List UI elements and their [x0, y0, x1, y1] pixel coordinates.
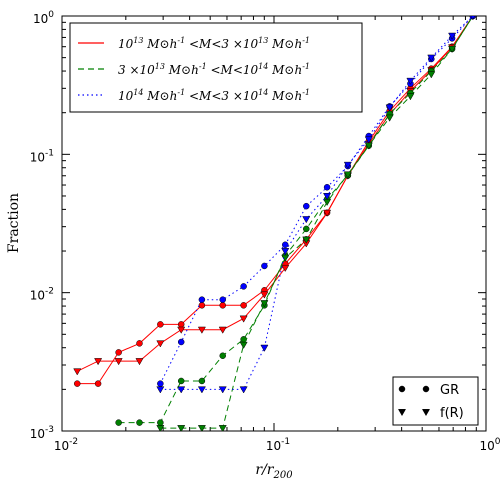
data-point [219, 352, 226, 359]
data-point [73, 380, 81, 387]
data-point [157, 380, 164, 387]
data-point [260, 344, 269, 352]
data-point [303, 225, 310, 233]
data-point [302, 216, 311, 224]
legend-marker-swatch [422, 385, 430, 393]
data-point [240, 302, 247, 309]
series-high-fr [156, 16, 476, 394]
data-point [239, 341, 248, 349]
data-point [385, 114, 394, 122]
y-tick-label: 10-1 [30, 148, 54, 164]
legend-marker-swatch [398, 385, 406, 393]
legend-markers: GR f(R) [392, 376, 479, 426]
y-axis-label: Fraction [6, 193, 22, 253]
data-point [406, 77, 415, 85]
data-point [323, 209, 332, 217]
data-point [240, 283, 247, 290]
data-point [218, 326, 227, 334]
data-point [198, 302, 206, 309]
legend-line-label: 3 ×1013 M⊙h-1 <M<1014 M⊙h-1 [118, 62, 310, 77]
data-point [157, 321, 164, 328]
legend-marker-swatch [421, 409, 431, 417]
data-point [302, 236, 311, 244]
x-tick-label: 100 [479, 437, 500, 453]
data-point [156, 340, 165, 348]
data-point [323, 193, 332, 201]
data-point [303, 202, 310, 210]
legend-markers-box [392, 376, 479, 426]
data-point [177, 425, 186, 431]
data-point [115, 419, 122, 426]
data-point [261, 262, 268, 270]
series-layer [73, 16, 477, 431]
data-point [343, 171, 352, 179]
data-point [218, 386, 227, 394]
data-point [448, 32, 457, 40]
data-point [177, 377, 185, 385]
data-point [219, 296, 226, 303]
data-point [406, 93, 415, 101]
axis-ticks [61, 16, 486, 432]
data-point [218, 425, 227, 431]
legend-marker-label: f(R) [440, 406, 464, 421]
data-point [219, 302, 226, 309]
data-point [156, 425, 165, 431]
legend-lines: 1013 M⊙h-1 <M<3 ×1013 M⊙h-1 3 ×1013 M⊙h-1… [69, 22, 363, 113]
y-tick-label: 100 [33, 10, 54, 26]
series-line [160, 16, 474, 429]
data-point [177, 386, 186, 394]
data-point [136, 419, 143, 426]
data-point [427, 54, 436, 62]
data-point [135, 358, 144, 366]
data-point [448, 45, 457, 53]
data-point [427, 71, 436, 79]
data-point [260, 291, 269, 299]
legend-marker-label: GR [440, 383, 459, 398]
series-line [118, 16, 474, 424]
data-point [198, 377, 206, 385]
y-tick-label: 10-2 [30, 287, 54, 303]
data-point [239, 315, 248, 323]
data-point [364, 136, 373, 144]
data-point [197, 386, 206, 394]
data-point [281, 248, 290, 256]
legend-lines-box [69, 22, 363, 113]
data-point [282, 241, 289, 249]
data-point [343, 161, 352, 169]
data-point [177, 326, 186, 334]
x-tick-label: 10-1 [266, 437, 290, 453]
series-line [159, 16, 474, 384]
data-point [94, 358, 103, 366]
data-point [239, 386, 248, 394]
data-point [198, 296, 206, 303]
data-point [177, 338, 185, 346]
data-point [136, 340, 143, 347]
data-point [281, 264, 290, 273]
series-line [77, 16, 474, 385]
data-point [177, 321, 185, 328]
data-point [385, 104, 394, 112]
data-point [156, 386, 165, 394]
x-tick-label: 10-2 [54, 437, 78, 453]
data-point [323, 184, 331, 191]
legend-line-label: 1014 M⊙h-1 <M<3 ×1014 M⊙h-1 [118, 88, 310, 103]
data-point [197, 425, 206, 431]
data-point [73, 368, 82, 376]
x-axis-label: r/r200 [255, 462, 293, 481]
legend-marker-swatch [397, 409, 407, 417]
data-point [114, 358, 123, 366]
data-point [115, 349, 122, 356]
data-point [94, 380, 102, 387]
legend-line-label: 1013 M⊙h-1 <M<3 ×1013 M⊙h-1 [118, 36, 310, 51]
data-point [470, 16, 476, 21]
y-tick-label: 10-3 [30, 425, 54, 441]
data-point [157, 419, 164, 426]
data-point [197, 326, 206, 334]
data-point [260, 300, 269, 308]
